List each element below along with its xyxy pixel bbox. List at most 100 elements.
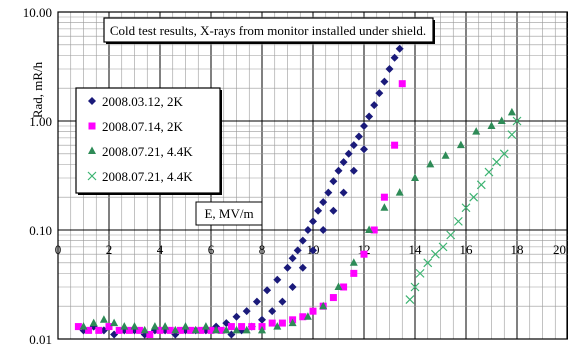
x-tick-label: 16 [460, 242, 474, 257]
data-point [456, 140, 465, 149]
data-point [207, 326, 215, 334]
x-tick-label: 0 [55, 242, 62, 257]
x-axis-label: E, MV/m [204, 206, 253, 221]
data-point [171, 325, 180, 334]
data-point [273, 275, 282, 284]
data-point [461, 203, 471, 213]
data-point [191, 325, 200, 334]
data-point [125, 326, 133, 334]
y-tick-label: 0.01 [29, 332, 52, 347]
data-point [232, 312, 241, 321]
data-point [339, 188, 348, 197]
legend-marker [87, 171, 97, 181]
legend-label: 2008.03.12, 2K [102, 94, 184, 109]
data-point [238, 323, 246, 331]
data-point [370, 101, 379, 110]
data-point [79, 322, 88, 330]
data-point [242, 307, 251, 316]
data-point [201, 322, 210, 330]
data-point [110, 318, 119, 327]
data-point [354, 132, 363, 141]
data-point [105, 323, 113, 331]
legend-label: 2008.07.14, 2K [102, 119, 184, 134]
data-point [512, 116, 522, 126]
data-point [252, 297, 261, 306]
data-point [476, 180, 486, 190]
legend-marker [88, 122, 96, 130]
data-point [150, 322, 159, 330]
data-point [349, 258, 358, 266]
plot-frame [57, 11, 568, 340]
legend-item: 2008.03.12, 2K [88, 94, 184, 109]
data-point [340, 283, 348, 291]
data-point [438, 242, 448, 252]
data-point [273, 322, 282, 330]
legend-marker [88, 97, 96, 105]
data-point [365, 112, 374, 121]
chart-title: Cold test results, X-rays from monitor i… [110, 23, 426, 38]
data-point [278, 319, 286, 327]
data-point [349, 141, 358, 150]
data-point [507, 130, 517, 140]
data-point [85, 326, 93, 334]
data-point [453, 216, 463, 226]
y-axis-label: Rad, mR/h [30, 61, 45, 118]
data-point [140, 325, 149, 334]
data-point [441, 151, 450, 159]
x-tick-label: 8 [259, 242, 266, 257]
data-point [472, 127, 481, 135]
data-point [395, 44, 404, 53]
data-point [430, 249, 440, 259]
data-point [365, 225, 374, 233]
data-point [176, 326, 184, 334]
title-box: Cold test results, X-rays from monitor i… [103, 17, 435, 44]
data-point [309, 307, 317, 315]
data-point [370, 226, 378, 234]
data-point [405, 295, 415, 304]
data-point [298, 263, 307, 272]
data-point [309, 246, 317, 255]
data-point [385, 64, 394, 73]
data-point [319, 301, 328, 310]
data-point [309, 217, 317, 226]
data-point [227, 323, 235, 331]
data-point [319, 198, 328, 207]
series-3 [79, 107, 516, 334]
data-point [89, 318, 98, 327]
data-points [74, 44, 522, 339]
data-point [181, 322, 190, 330]
legend-item: 2008.07.21, 4.4K [88, 144, 193, 159]
data-point [324, 188, 333, 197]
data-point [278, 297, 287, 306]
data-point [217, 326, 225, 334]
data-point [398, 80, 406, 88]
y-tick-label: 10.00 [23, 5, 52, 20]
data-point [391, 141, 399, 149]
data-point [375, 89, 384, 98]
data-point [232, 325, 241, 334]
data-point [314, 206, 323, 215]
x-label-box: E, MV/m [195, 201, 263, 226]
data-point [298, 236, 307, 245]
x-tick-label: 4 [157, 242, 164, 257]
data-point [334, 282, 343, 290]
data-point [492, 157, 502, 167]
data-point [426, 159, 435, 168]
data-point [115, 326, 123, 334]
data-point [334, 166, 343, 175]
data-point [350, 269, 358, 277]
data-point [487, 121, 496, 129]
data-point [329, 177, 338, 186]
data-point [484, 167, 494, 177]
x-tick-label: 18 [511, 242, 524, 257]
data-point [319, 226, 328, 234]
legend: 2008.03.12, 2K 2008.07.14, 2K 2008.07.21, … [75, 87, 222, 195]
x-tick-label: 2 [106, 242, 113, 257]
legend-label: 2008.07.21, 4.4K [102, 144, 193, 159]
data-point [349, 166, 358, 175]
data-point [360, 121, 368, 130]
data-point [156, 326, 164, 334]
data-point [161, 322, 170, 330]
data-point [507, 107, 516, 116]
data-point [99, 315, 108, 323]
